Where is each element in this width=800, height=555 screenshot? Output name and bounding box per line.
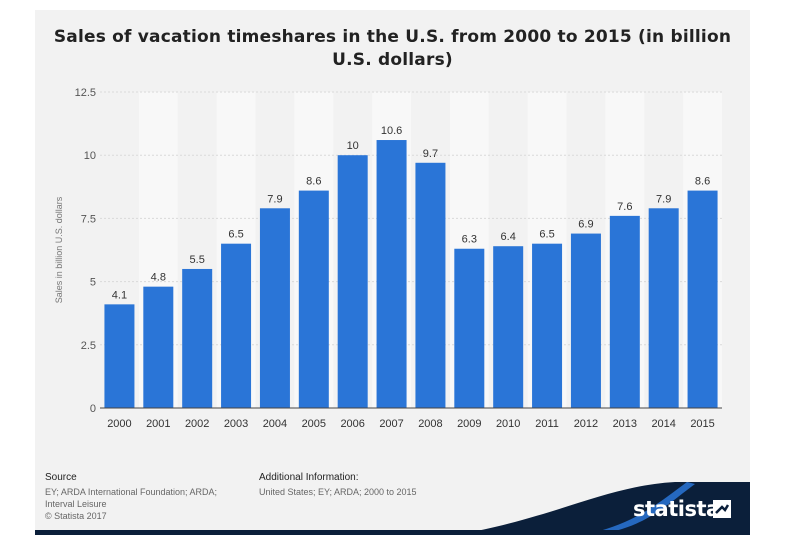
bar-2012[interactable] [570, 233, 601, 408]
bar-2007[interactable] [376, 140, 407, 409]
y-tick-label: 7.5 [81, 213, 96, 225]
source-heading: Source [45, 472, 77, 483]
value-label: 7.9 [267, 193, 282, 205]
value-label: 4.8 [151, 272, 166, 284]
bar-2015[interactable] [687, 190, 718, 408]
value-label: 10 [347, 140, 359, 152]
value-label: 4.1 [112, 289, 127, 301]
bar-2004[interactable] [259, 208, 290, 408]
y-tick-label: 2.5 [81, 340, 96, 352]
value-label: 6.5 [228, 229, 243, 241]
value-label: 6.9 [578, 219, 593, 231]
bar-2011[interactable] [532, 243, 563, 408]
y-tick-label: 12.5 [75, 87, 96, 99]
bar-2010[interactable] [493, 246, 524, 408]
y-axis-label: Sales in billion U.S. dollars [54, 196, 64, 303]
x-tick-label: 2012 [574, 418, 598, 430]
x-tick-label: 2008 [418, 418, 442, 430]
x-tick-label: 2003 [224, 418, 248, 430]
bar-2008[interactable] [415, 162, 446, 408]
statista-logo-icon [713, 500, 731, 518]
source-text: EY; ARDA International Foundation; ARDA;… [45, 487, 218, 521]
value-label: 6.3 [462, 234, 477, 246]
value-label: 9.7 [423, 148, 438, 160]
y-tick-labels: 0 2.5 5 7.5 10 12.5 [75, 87, 96, 415]
x-tick-label: 2005 [302, 418, 326, 430]
x-tick-label: 2000 [107, 418, 131, 430]
x-tick-label: 2015 [690, 418, 714, 430]
x-tick-labels: 2000 2001 2002 2003 2004 2005 2006 2007 2008 2009… [107, 418, 715, 430]
value-label: 8.6 [695, 176, 710, 188]
additional-info-heading: Additional Information: [259, 472, 359, 483]
chart-title: Sales of vacation timeshares in the U.S.… [53, 27, 732, 70]
value-labels: 4.1 4.8 5.5 6.5 7.9 8.6 10 10.6 9.7 6.3 6.4 6.5 6.9 7… [112, 125, 710, 301]
brand-band [35, 482, 750, 535]
x-tick-label: 2013 [613, 418, 637, 430]
x-tick-label: 2007 [379, 418, 403, 430]
bar-2003[interactable] [221, 243, 252, 408]
value-label: 6.4 [501, 231, 516, 243]
bar-2002[interactable] [182, 268, 213, 408]
x-tick-label: 2006 [340, 418, 364, 430]
bar-2009[interactable] [454, 248, 485, 408]
x-tick-label: 2010 [496, 418, 520, 430]
value-label: 8.6 [306, 176, 321, 188]
bar-2005[interactable] [298, 190, 329, 408]
y-tick-label: 5 [90, 277, 96, 289]
x-tick-label: 2001 [146, 418, 170, 430]
statista-logo[interactable]: statista [633, 497, 720, 521]
value-label: 7.6 [617, 201, 632, 213]
value-label: 7.9 [656, 193, 671, 205]
x-tick-label: 2004 [263, 418, 287, 430]
additional-info-text: United States; EY; ARDA; 2000 to 2015 [259, 487, 417, 497]
bars [104, 140, 718, 409]
bar-2000[interactable] [104, 304, 135, 408]
value-label: 6.5 [539, 229, 554, 241]
bar-2014[interactable] [648, 208, 679, 408]
value-label: 10.6 [381, 125, 402, 137]
y-tick-label: 10 [84, 150, 96, 162]
bar-2001[interactable] [143, 286, 174, 408]
x-tick-label: 2014 [651, 418, 675, 430]
bar-2013[interactable] [609, 215, 640, 408]
y-tick-label: 0 [90, 403, 96, 415]
x-tick-label: 2009 [457, 418, 481, 430]
x-tick-label: 2002 [185, 418, 209, 430]
x-tick-label: 2011 [535, 418, 559, 430]
value-label: 5.5 [190, 254, 205, 266]
bar-2006[interactable] [337, 155, 368, 408]
